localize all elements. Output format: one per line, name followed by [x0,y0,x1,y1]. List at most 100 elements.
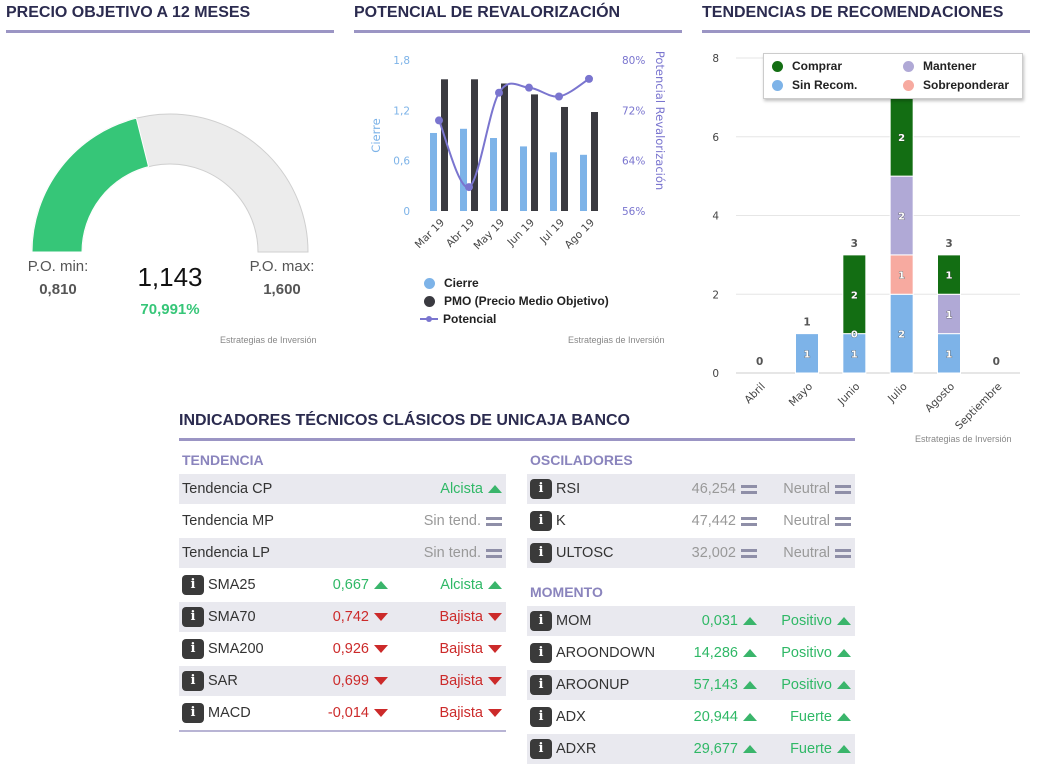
indicator-signal: Sin tend. [424,506,502,536]
signal-down-arrow-icon [488,645,502,653]
signal-equal-icon [835,516,851,527]
indicator-signal: Bajista [439,666,502,696]
potencial-legend-pmo[interactable]: PMO (Precio Medio Objetivo) [424,294,609,308]
indicator-name: i MOM [530,606,591,636]
sin-recom-swatch-icon [772,79,783,91]
value-down-arrow-icon [374,677,388,685]
indicator-name: i SAR [182,666,238,696]
indicator-signal: Bajista [439,698,502,728]
indicator-name-label: Tendencia LP [182,545,270,561]
cierre-bar [430,132,437,211]
indicator-value-text: 57,143 [693,677,738,693]
potencial-legend-cierre[interactable]: Cierre [424,276,479,290]
stack-total-label: 0 [993,356,1000,368]
potencial-legend-cierre-label: Cierre [444,276,479,290]
indicator-name: i ADX [530,702,586,732]
signal-up-arrow-icon [837,713,851,721]
tendencia-table-bottom-rule [179,730,506,732]
potencial-x-tick: Jun 19 [505,217,538,250]
tendencias-y-tick: 0 [712,368,719,380]
pmo-bar [441,79,448,211]
tendencias-x-tick: Julio [885,381,910,406]
gauge-min-value: 0,810 [39,281,77,298]
osciladores-header: OSCILADORES [530,452,633,468]
potencial-point [435,116,443,125]
info-icon[interactable]: i [182,607,204,627]
indicator-row-macd: i MACD -0,014 Bajista [179,698,506,730]
indicator-name-label: ADXR [556,741,597,757]
stack-total-label: 0 [756,356,763,368]
value-equal-icon [741,484,757,495]
indicator-name-label: Tendencia CP [182,481,273,497]
indicadores-title-rule [179,438,855,441]
indicator-name-label: Tendencia MP [182,513,274,529]
info-icon[interactable]: i [530,643,552,663]
potencial-title: POTENCIAL DE REVALORIZACIÓN [354,4,621,21]
indicator-value: 32,002 [692,538,757,568]
momento-header: MOMENTO [530,584,603,600]
indicator-name-label: MACD [208,705,251,721]
cierre-swatch-icon [424,277,435,289]
tendencias-source: Estrategias de Inversión [915,434,1012,444]
potencial-point [585,74,593,83]
info-icon[interactable]: i [530,739,552,759]
potencial-legend-potencial-label: Potencial [443,312,497,326]
osciladores-table: OSCILADORES i RSI 46,254 Neutral i K 47,442 Neu… [527,446,855,570]
info-icon[interactable]: i [182,639,204,659]
tendencias-title: TENDENCIAS DE RECOMENDACIONES [702,4,1004,21]
info-icon[interactable]: i [182,703,204,723]
indicator-signal: Alcista [440,570,502,600]
potencial-y2-tick: 56% [622,206,645,218]
info-icon[interactable]: i [530,479,552,499]
indicator-row-adx: i ADX 20,944 Fuerte [527,702,855,734]
potencial-point [465,183,473,192]
potencial-x-tick: Mar 19 [413,217,447,251]
indicator-name: i ADXR [530,734,596,764]
info-icon[interactable]: i [530,543,552,563]
gauge-current-value: 1,143 [137,262,203,292]
cierre-bar [580,154,587,211]
indicator-value: 57,143 [694,670,757,700]
signal-up-arrow-icon [488,581,502,589]
legend-sobreponderar[interactable]: Sobreponderar [903,78,1009,92]
legend-sobreponderar-label: Sobreponderar [923,78,1010,92]
indicator-value-text: 0,926 [332,641,369,657]
legend-mantener[interactable]: Mantener [903,59,976,73]
indicator-signal-text: Positivo [781,613,832,629]
info-icon[interactable]: i [530,611,552,631]
indicator-signal-text: Bajista [439,609,483,625]
potencial-y-tick: 0,6 [393,156,410,168]
potencial-source: Estrategias de Inversión [568,335,665,345]
stack-segment-label: 1 [898,271,905,282]
cierre-bar [490,138,497,211]
stack-segment-label: 1 [804,349,811,360]
legend-comprar[interactable]: Comprar [772,59,842,73]
legend-sin-recom[interactable]: Sin Recom. [772,78,857,92]
potencial-chart: 0 0,6 1,2 1,8 56% 64% 72% 80% Cierre Potencial Re… [369,51,667,252]
legend-comprar-label: Comprar [792,59,843,73]
potencial-point [525,83,533,92]
value-down-arrow-icon [374,645,388,653]
indicator-name-label: RSI [556,481,581,497]
tendencias-y-tick: 4 [712,211,719,223]
stack-zero-label: 0 [851,330,858,341]
value-down-arrow-icon [374,709,388,717]
potencial-y2-tick: 72% [622,105,645,117]
gauge-max-value: 1,600 [263,281,301,298]
potencial-x-tick: Ago 19 [562,217,597,252]
pmo-bar [501,83,508,211]
potencial-legend-potencial[interactable]: Potencial [420,312,496,326]
info-icon[interactable]: i [182,575,204,595]
indicator-signal-text: Fuerte [790,741,832,757]
cierre-bar [460,128,467,211]
pmo-bar [531,94,538,211]
info-icon[interactable]: i [530,675,552,695]
stack-segment-sin-recom [795,333,819,374]
signal-equal-icon [486,548,502,559]
info-icon[interactable]: i [530,707,552,727]
info-icon[interactable]: i [530,511,552,531]
pmo-bar [561,106,568,211]
info-icon[interactable]: i [182,671,204,691]
potencial-line-swatch-icon [420,316,438,322]
indicator-signal-text: Positivo [781,645,832,661]
